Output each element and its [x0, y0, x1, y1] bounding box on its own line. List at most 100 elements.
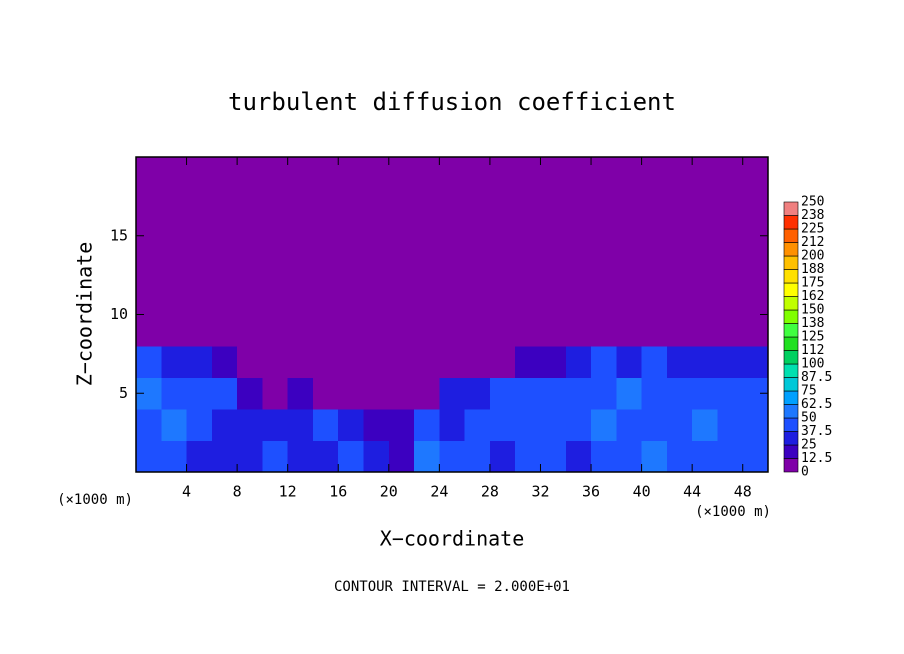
chart-title: turbulent diffusion coefficient: [228, 88, 676, 116]
colorbar-label: 50: [801, 411, 817, 426]
heatmap-cell: [641, 440, 668, 473]
heatmap-cell: [338, 251, 365, 284]
heatmap-cell: [312, 283, 339, 315]
heatmap-cell: [237, 251, 263, 284]
heatmap-cell: [338, 220, 365, 252]
colorbar-band: [783, 431, 799, 446]
heatmap-cell: [692, 251, 718, 284]
heatmap-cell: [692, 346, 718, 378]
heatmap-cell: [312, 346, 339, 378]
heatmap-cell: [565, 440, 592, 473]
x-tick-label: 20: [380, 483, 398, 501]
colorbar-label: 12.5: [801, 451, 832, 466]
heatmap-cell: [439, 346, 466, 378]
colorbar-label: 125: [801, 330, 824, 345]
heatmap-cell: [515, 220, 541, 252]
heatmap-cell: [388, 409, 415, 441]
heatmap-cell: [161, 251, 188, 284]
heatmap-cell: [464, 188, 491, 221]
heatmap-cell: [616, 188, 643, 221]
heatmap-cell: [262, 283, 289, 315]
heatmap-cell: [211, 409, 238, 441]
heatmap-cell: [489, 188, 516, 221]
x-tick-label: 8: [233, 483, 242, 501]
heatmap-cell: [641, 346, 668, 378]
heatmap-cell: [641, 251, 668, 284]
heatmap-cell: [237, 346, 263, 378]
x-tick-label: 44: [683, 483, 701, 501]
heatmap-cell: [237, 377, 263, 410]
heatmap-cell: [591, 440, 617, 473]
colorbar-band: [783, 282, 799, 297]
heatmap-cell: [338, 283, 365, 315]
heatmap-cell: [211, 283, 238, 315]
heatmap-cell: [161, 188, 188, 221]
heatmap-cell: [692, 188, 718, 221]
heatmap-cell: [616, 346, 643, 378]
colorbar-label: 200: [801, 249, 824, 264]
heatmap-cell: [363, 440, 390, 473]
heatmap-cell: [262, 314, 289, 347]
heatmap-cell: [489, 314, 516, 347]
colorbar-label: 138: [801, 316, 824, 331]
heatmap-cell: [237, 440, 263, 473]
heatmap-cell: [312, 314, 339, 347]
heatmap-cell: [515, 346, 541, 378]
heatmap-cell: [717, 346, 744, 378]
heatmap-cell: [692, 220, 718, 252]
heatmap-cell: [540, 188, 567, 221]
heatmap-cell: [489, 220, 516, 252]
heatmap-cell: [641, 314, 668, 347]
heatmap-cell: [262, 157, 289, 189]
heatmap-cell: [237, 188, 263, 221]
colorbar-label: 0: [801, 465, 809, 480]
heatmap-cell: [287, 346, 314, 378]
heatmap-cell: [464, 440, 491, 473]
heatmap-cell: [186, 220, 213, 252]
colorbar-label: 100: [801, 357, 824, 372]
heatmap-cell: [666, 220, 693, 252]
heatmap-cell: [565, 251, 592, 284]
x-tick-label: 24: [430, 483, 448, 501]
heatmap-cell: [161, 409, 188, 441]
heatmap-cell: [591, 283, 617, 315]
colorbar-band: [783, 458, 799, 473]
colorbar-band: [783, 309, 799, 324]
heatmap-cell: [489, 346, 516, 378]
heatmap-cell: [641, 377, 668, 410]
heatmap-cell: [363, 377, 390, 410]
heatmap-cell: [666, 283, 693, 315]
heatmap-cell: [414, 346, 440, 378]
x-tick-label: 16: [329, 483, 347, 501]
heatmap-cell: [641, 188, 668, 221]
heatmap-cell: [717, 409, 744, 441]
heatmap-cell: [262, 251, 289, 284]
heatmap-cell: [565, 409, 592, 441]
heatmap-cell: [338, 314, 365, 347]
heatmap-cell: [161, 220, 188, 252]
heatmap-cell: [211, 314, 238, 347]
heatmap-cell: [186, 409, 213, 441]
heatmap-cell: [666, 251, 693, 284]
heatmap-cell: [515, 440, 541, 473]
heatmap-cell: [616, 220, 643, 252]
heatmap-cell: [186, 377, 213, 410]
heatmap-cell: [136, 251, 162, 284]
y-tick-label: 5: [119, 384, 128, 402]
heatmap-cell: [692, 377, 718, 410]
heatmap-cell: [464, 377, 491, 410]
heatmap-cell: [136, 346, 162, 378]
heatmap-cell: [464, 409, 491, 441]
heatmap-cell: [540, 283, 567, 315]
x-tick-label: 4: [182, 483, 191, 501]
heatmap-cell: [237, 220, 263, 252]
heatmap-cell: [489, 440, 516, 473]
heatmap-cell: [540, 440, 567, 473]
colorbar-band: [783, 404, 799, 419]
heatmap-cell: [540, 409, 567, 441]
x-tick-label: 48: [734, 483, 752, 501]
heatmap-cell: [591, 314, 617, 347]
x-axis-label: X−coordinate: [380, 527, 525, 551]
heatmap-cell: [388, 220, 415, 252]
